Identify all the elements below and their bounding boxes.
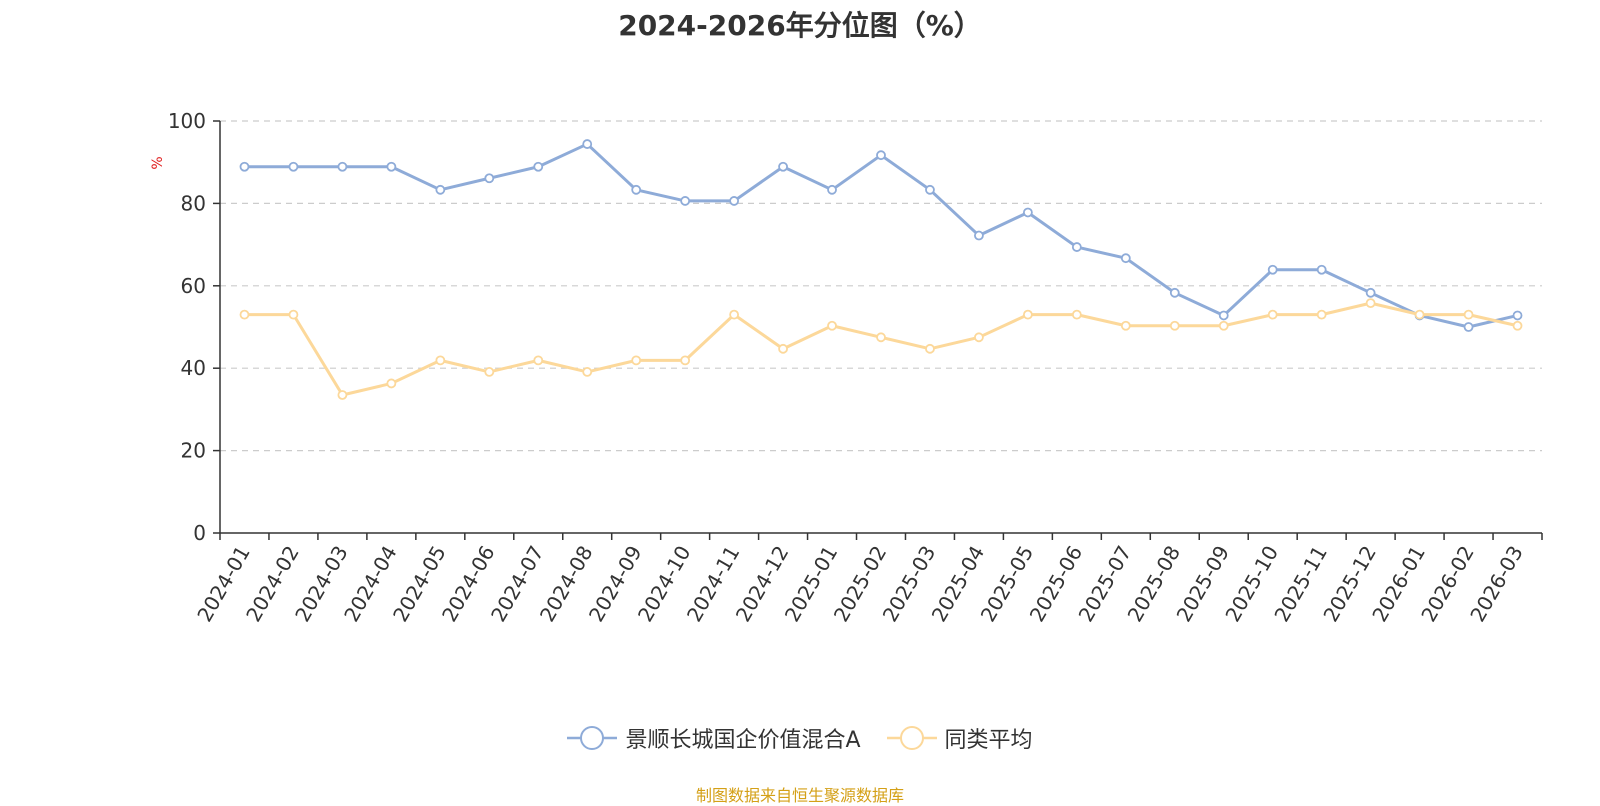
data-point — [1022, 309, 1033, 320]
data-point — [1169, 287, 1180, 298]
data-point — [680, 196, 691, 206]
data-point — [778, 343, 788, 354]
y-tick-label: 20 — [181, 439, 206, 463]
data-point — [1414, 309, 1425, 320]
data-point — [1463, 322, 1474, 332]
grid-layer — [220, 120, 1542, 452]
chart-title: 2024-2026年分位图（%） — [618, 9, 982, 42]
data-point — [435, 184, 446, 195]
legend-label: 景顺长城国企价值混合A — [625, 728, 861, 753]
legend-item[interactable]: 同类平均 — [886, 722, 1033, 754]
axis-layer: 020406080100%2024-012024-022024-032024-0… — [150, 109, 1543, 626]
y-tick-label: 80 — [181, 191, 206, 215]
data-point — [827, 184, 837, 195]
data-point — [1120, 320, 1131, 331]
series-layer — [239, 139, 1523, 400]
data-point — [1169, 320, 1180, 331]
data-point — [1267, 309, 1278, 320]
data-point — [386, 378, 397, 389]
data-point — [1267, 264, 1278, 275]
data-point — [1463, 309, 1474, 320]
data-point — [288, 161, 299, 172]
legend: 景顺长城国企价值混合A 同类平均 — [0, 722, 1600, 754]
data-point — [876, 332, 886, 343]
data-point — [533, 355, 544, 366]
data-point — [1512, 320, 1523, 331]
data-point — [1120, 253, 1131, 264]
data-point — [435, 355, 446, 366]
data-point — [680, 355, 691, 366]
y-tick-label: 40 — [181, 356, 206, 380]
legend-marker-icon — [567, 726, 618, 750]
data-point — [1316, 309, 1327, 320]
data-point — [1316, 264, 1327, 275]
data-point — [1365, 298, 1376, 309]
data-point — [729, 196, 740, 206]
data-point — [631, 355, 642, 366]
data-point — [484, 367, 495, 377]
data-point — [729, 309, 740, 320]
data-point — [239, 309, 250, 320]
data-point — [1365, 287, 1376, 298]
data-point — [778, 161, 788, 172]
data-point — [1218, 310, 1229, 321]
data-point — [484, 173, 495, 184]
data-point — [974, 230, 984, 241]
series-line — [244, 301, 1518, 397]
data-point — [288, 309, 299, 320]
series-line — [244, 142, 1518, 329]
source-note: 制图数据来自恒生聚源数据库 — [695, 786, 904, 805]
series-2 — [239, 298, 1523, 400]
y-tick-label: 0 — [193, 521, 206, 545]
data-point — [876, 150, 886, 161]
series-1 — [239, 139, 1523, 332]
y-axis-label: % — [150, 156, 166, 169]
data-point — [582, 367, 593, 377]
y-tick-label: 60 — [181, 274, 206, 298]
data-point — [827, 320, 837, 331]
data-point — [337, 390, 348, 400]
data-point — [1071, 242, 1082, 252]
data-point — [1022, 207, 1033, 218]
data-point — [925, 343, 935, 354]
data-point — [386, 161, 397, 172]
data-point — [631, 184, 642, 195]
data-point — [1218, 320, 1229, 331]
y-tick-label: 100 — [168, 109, 206, 133]
data-point — [1512, 310, 1523, 321]
data-point — [533, 161, 544, 172]
data-point — [582, 139, 593, 149]
legend-item[interactable]: 景顺长城国企价值混合A — [567, 722, 861, 754]
data-point — [974, 332, 984, 343]
data-point — [1071, 309, 1082, 320]
data-point — [337, 161, 348, 172]
data-point — [239, 161, 250, 172]
data-point — [925, 184, 935, 195]
legend-marker-icon — [886, 726, 937, 750]
legend-label: 同类平均 — [944, 728, 1033, 753]
